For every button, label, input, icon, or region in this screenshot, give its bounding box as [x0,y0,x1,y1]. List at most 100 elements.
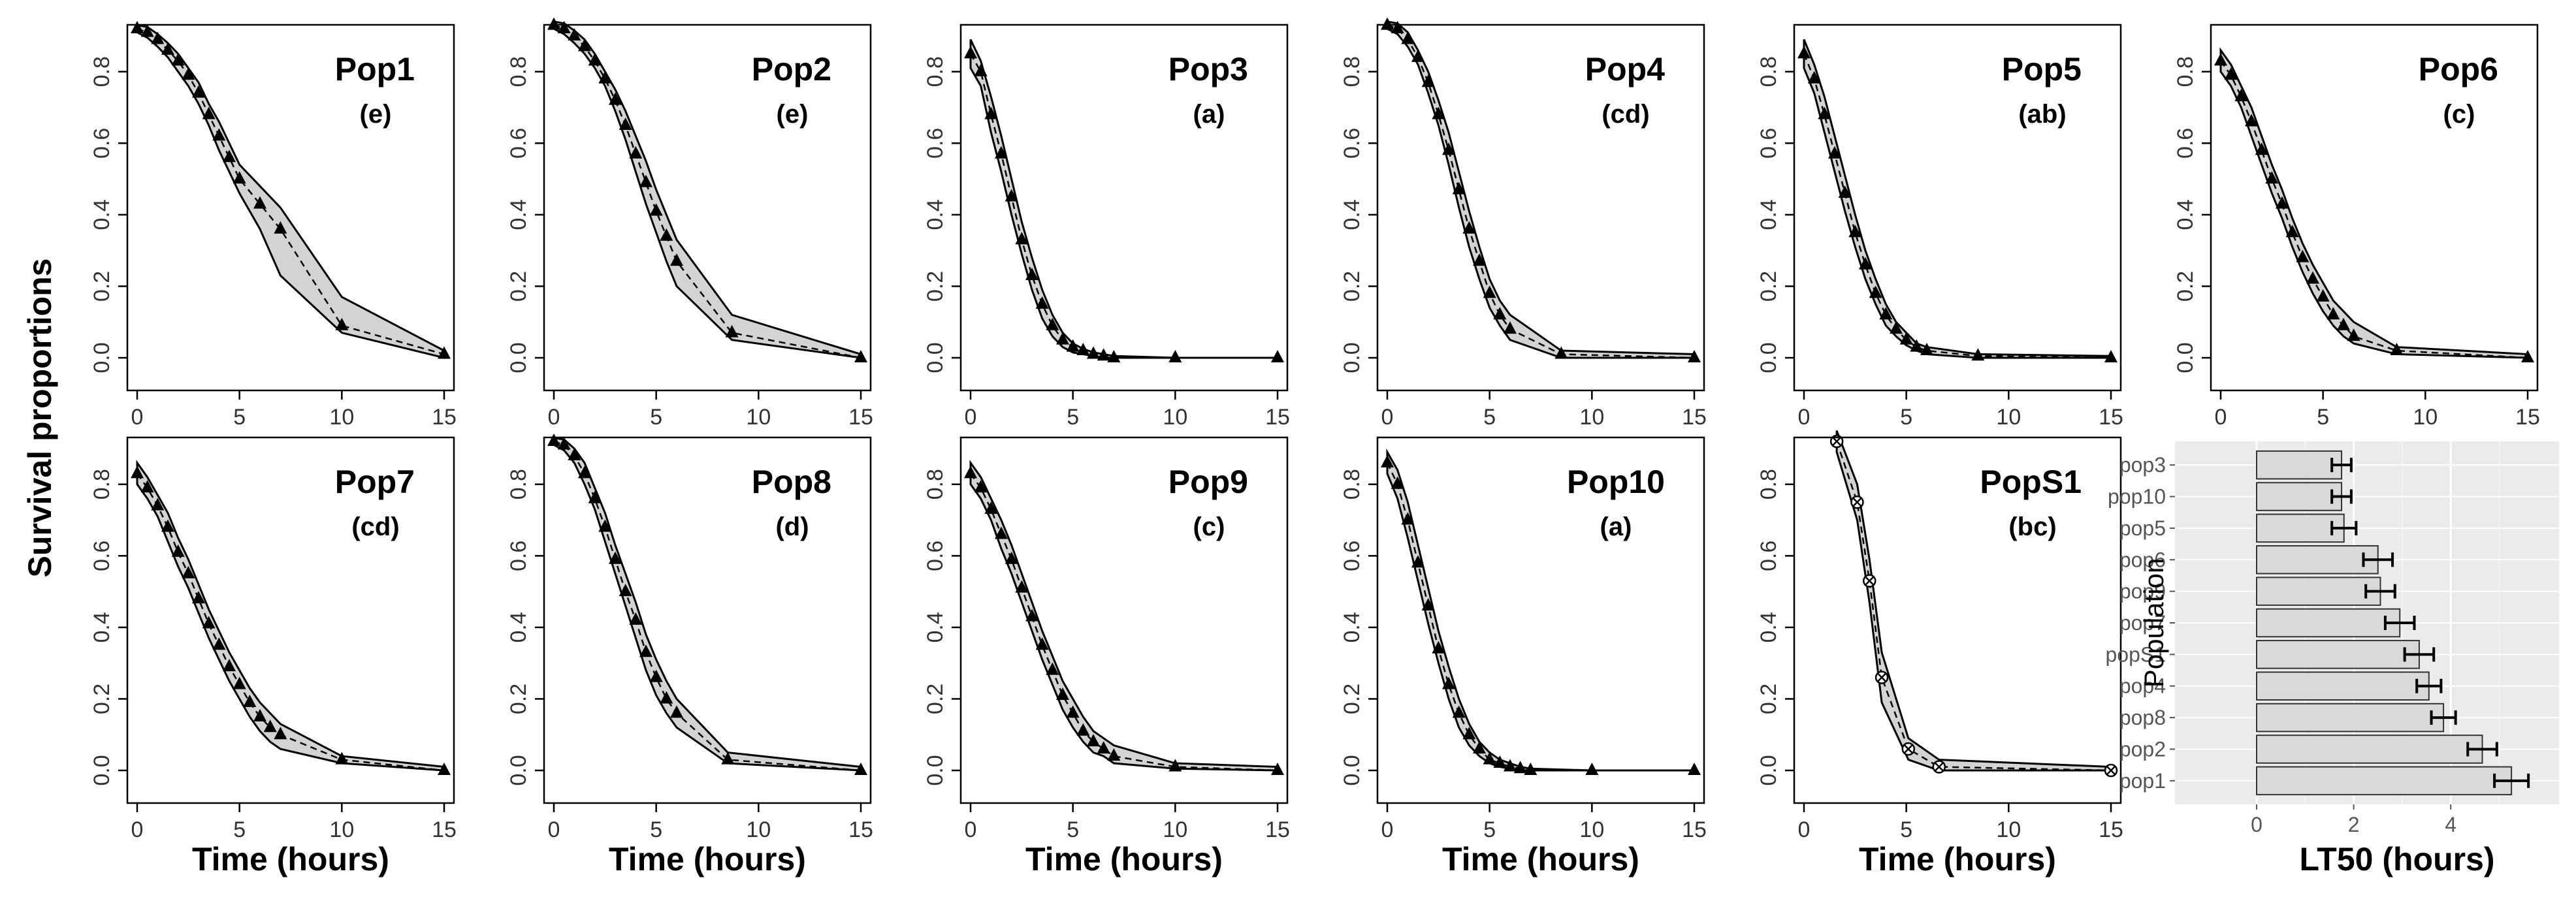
bar-pop4 [2256,671,2430,701]
data-point [649,669,663,682]
y-tick-label: 0.8 [1340,56,1364,87]
data-point [1585,763,1599,775]
data-point [1056,332,1069,345]
data-point [1504,321,1517,334]
data-point [721,751,735,765]
y-tick-label: 0.2 [506,684,531,714]
x-tick-label: 5 [1900,817,1912,842]
data-point [2347,328,2360,341]
data-point [557,437,571,450]
y-tick-label: 0.8 [923,56,948,87]
data-point [1473,253,1486,266]
y-tick-label: 0.4 [2173,199,2198,230]
panel-frame [1793,24,2122,392]
lt50-bar-chart: pop3pop10pop5pop6pop9pop7popS1pop4pop8po… [2105,441,2559,877]
data-point [1493,307,1507,320]
data-point [609,551,622,564]
x-axis-label: Time (hours) [609,841,806,877]
data-point [639,174,652,187]
data-point [140,24,154,37]
y-tick-label: 0.4 [506,199,531,230]
panel-title: Pop10 [1567,464,1665,500]
data-point [1797,46,1811,59]
y-tick-label: 0.4 [1756,612,1781,642]
data-point [1910,339,1924,352]
y-tick-label: 0.6 [923,128,948,159]
panel-title: Pop3 [1168,51,1248,87]
confidence-band [2219,47,2529,359]
data-point [1005,189,1018,202]
data-point [1087,346,1100,359]
y-tick-label: 0.2 [1340,271,1364,302]
data-point [1554,346,1568,359]
data-point [1524,763,1538,775]
data-point [1483,285,1496,298]
panel-group-letter: (e) [360,100,392,129]
category-label: pop4 [2119,674,2166,698]
data-point [1046,317,1059,330]
survival-panel-pop2: 0 5 10 15 0.0 0.2 0.4 0.6 0.8 Pop2 (e) [506,17,873,430]
data-point [1107,350,1121,362]
x-tick-label: 0 [131,405,144,430]
x-tick-label: 0 [1381,817,1394,842]
data-point [619,117,632,130]
x-tick-label: 10 [1579,405,1604,430]
data-point [1688,350,1701,362]
data-point [995,146,1008,159]
data-point [1097,348,1110,361]
x-tick-label: 2 [2348,813,2360,836]
x-tick-label: 15 [1265,817,1290,842]
data-point [1462,727,1476,740]
y-tick-label: 0.2 [1756,684,1781,714]
data-point [578,466,591,479]
x-tick-label: 15 [1265,405,1290,430]
y-tick-label: 0.4 [89,199,114,230]
data-point-cross [1903,744,1913,754]
data-point [609,92,622,105]
panel-title: Pop6 [2419,51,2498,87]
data-point [1025,609,1038,622]
data-point [151,498,165,511]
x-tick-label: 0 [1381,405,1394,430]
data-point [2234,89,2248,102]
survival-curve-line [1386,462,1694,772]
data-point [131,466,144,479]
y-tick-label: 0.4 [1756,199,1781,230]
y-tick-label: 0.8 [923,469,948,499]
data-point [2285,225,2299,238]
panel-frame [959,436,1289,804]
data-point [1168,350,1182,362]
data-point [202,616,216,629]
survival-panel-pop4: 0 5 10 15 0.0 0.2 0.4 0.6 0.8 Pop4 (cd) [1340,17,1707,430]
data-point [974,480,988,493]
panel-frame [126,436,455,804]
data-point [660,228,673,241]
bar-pop9 [2256,577,2381,606]
x-tick-label: 10 [329,405,354,430]
data-point [1818,106,1831,119]
x-tick-label: 5 [1900,405,1912,430]
data-point [1869,285,1882,298]
panel-group-letter: (cd) [351,513,399,541]
y-tick-label: 0.6 [923,541,948,571]
y-tick-label: 0.0 [1340,755,1364,785]
data-point [629,612,643,625]
y-tick-label: 0.0 [923,755,948,785]
panel-group-letter: (bc) [2008,513,2056,541]
x-tick-label: 4 [2445,813,2456,836]
data-point [2104,350,2117,362]
y-tick-label: 0.2 [89,684,114,714]
data-point [223,150,236,163]
confidence-band [969,460,1279,772]
panel-frame [543,436,872,804]
panel-group-letter: (c) [2443,100,2475,129]
y-tick-label: 0.0 [89,342,114,373]
y-tick-label: 0.0 [1340,342,1364,373]
survival-panel-pops1: 0 5 10 15 0.0 0.2 0.4 0.6 0.8 PopS1 (bc) Time (hour… [1756,430,2123,877]
data-point [854,350,867,362]
data-point [568,28,581,40]
x-tick-label: 15 [848,405,873,430]
data-point [1850,495,1864,509]
data-point [1838,185,1852,198]
y-tick-label: 0.6 [1340,541,1364,571]
